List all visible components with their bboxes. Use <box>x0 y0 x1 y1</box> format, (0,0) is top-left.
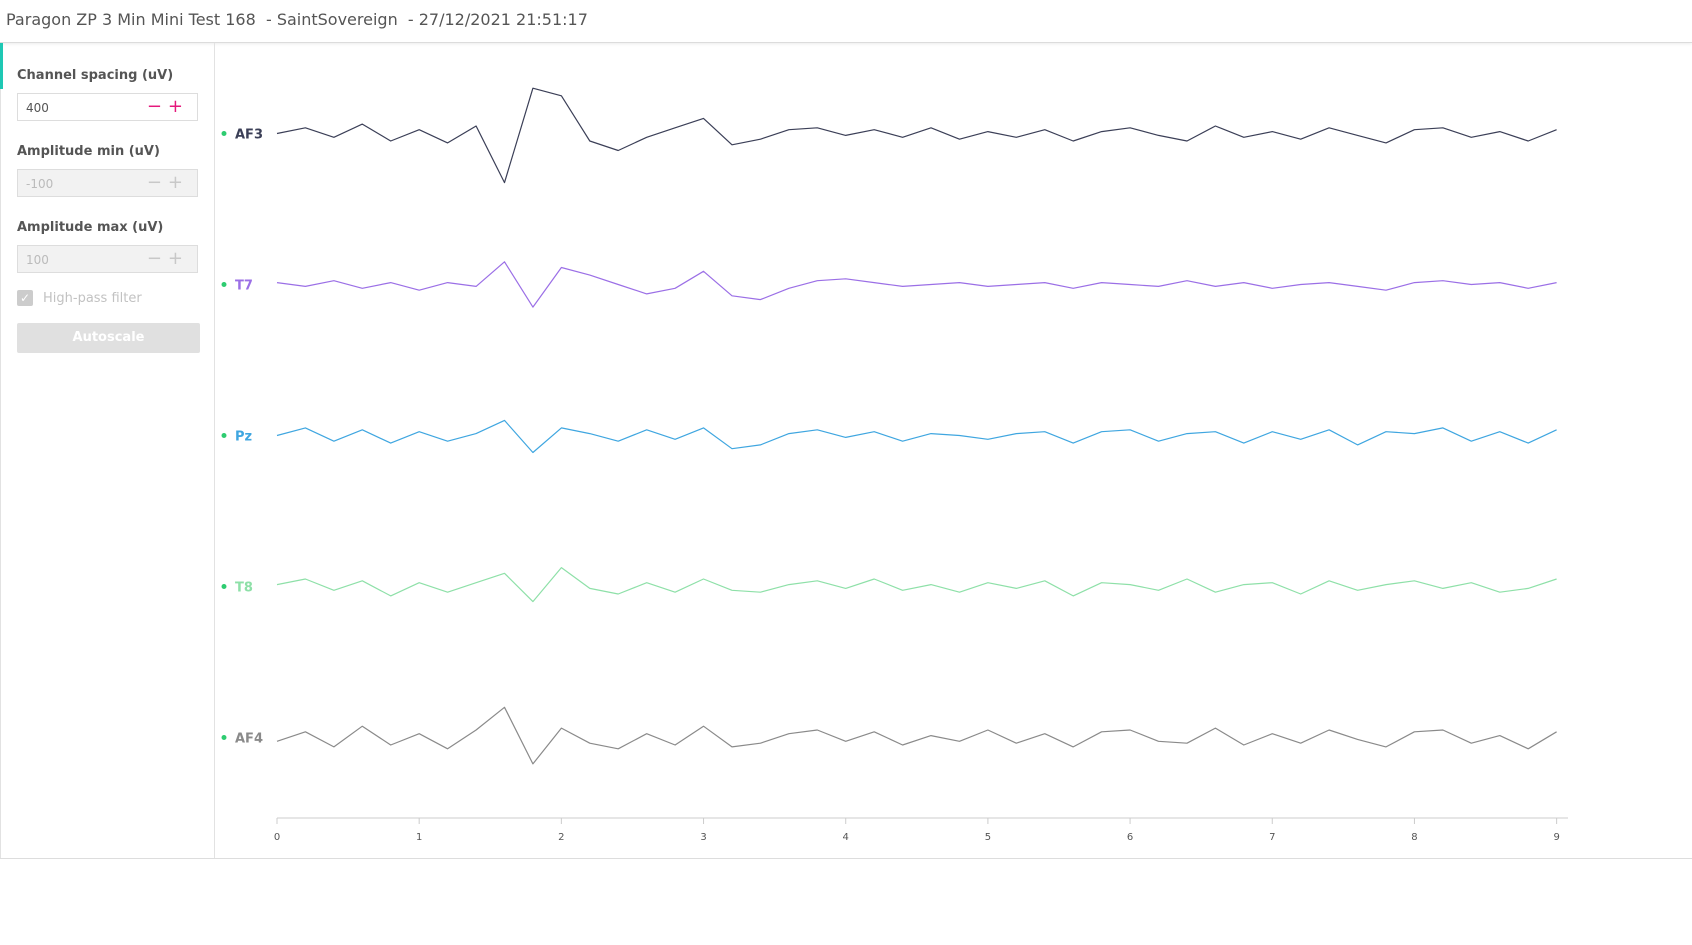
title-bar: Paragon ZP 3 Min Mini Test 168 - SaintSo… <box>0 0 1692 43</box>
x-tick-label: 0 <box>274 832 280 843</box>
autoscale-button: Autoscale <box>17 323 200 353</box>
title: Paragon ZP 3 Min Mini Test 168 - SaintSo… <box>6 10 588 29</box>
channel-label: Pz <box>235 430 252 445</box>
chart: 0 1 2 3 4 5 6 7 8 9 AF3 T7 Pz T8 AF4 <box>221 87 1568 843</box>
x-tick-label: 6 <box>1127 832 1133 843</box>
divider <box>0 858 1692 859</box>
eeg-trace <box>276 566 1557 603</box>
channel-dot <box>221 282 227 287</box>
checkbox: ✓ <box>17 290 33 306</box>
eeg-trace <box>276 706 1557 765</box>
label: Amplitude max (uV) <box>17 220 164 235</box>
channel-label: AF4 <box>235 732 263 747</box>
x-tick-label: 8 <box>1411 832 1417 843</box>
sidebar: Channel spacing (uV) 400 −+ Amplitude min… <box>0 43 215 858</box>
amp-max-input: 100 −+ <box>17 245 198 273</box>
amp-min-input: -100 −+ <box>17 169 198 197</box>
x-tick-label: 4 <box>843 832 849 843</box>
stepper: −+ <box>146 248 189 269</box>
x-tick-label: 3 <box>700 832 706 843</box>
channel-dot <box>221 131 227 136</box>
label: Amplitude min (uV) <box>17 144 160 159</box>
spacing-input[interactable]: 400 −+ <box>17 93 198 121</box>
x-tick-label: 2 <box>558 832 564 843</box>
channel-label: AF3 <box>235 128 263 143</box>
x-tick-label: 7 <box>1269 832 1275 843</box>
label: Channel spacing (uV) <box>17 68 174 83</box>
input-value: 100 <box>26 253 49 267</box>
eeg-trace <box>276 419 1557 454</box>
stepper: −+ <box>146 172 189 193</box>
channel-label: T8 <box>235 581 253 596</box>
input-value: -100 <box>26 177 54 191</box>
channel-dot <box>221 735 227 740</box>
accent <box>0 43 3 89</box>
channel-dot <box>221 433 227 438</box>
channel-label: T7 <box>235 279 253 294</box>
eeg-trace <box>276 261 1557 308</box>
checkbox-label: High-pass filter <box>43 291 142 306</box>
stepper[interactable]: −+ <box>146 96 189 117</box>
x-tick-label: 5 <box>985 832 991 843</box>
x-tick-label: 9 <box>1553 832 1559 843</box>
input-value: 400 <box>26 101 49 115</box>
channel-dot <box>221 584 227 589</box>
eeg-trace <box>276 87 1557 184</box>
x-tick-label: 1 <box>416 832 422 843</box>
